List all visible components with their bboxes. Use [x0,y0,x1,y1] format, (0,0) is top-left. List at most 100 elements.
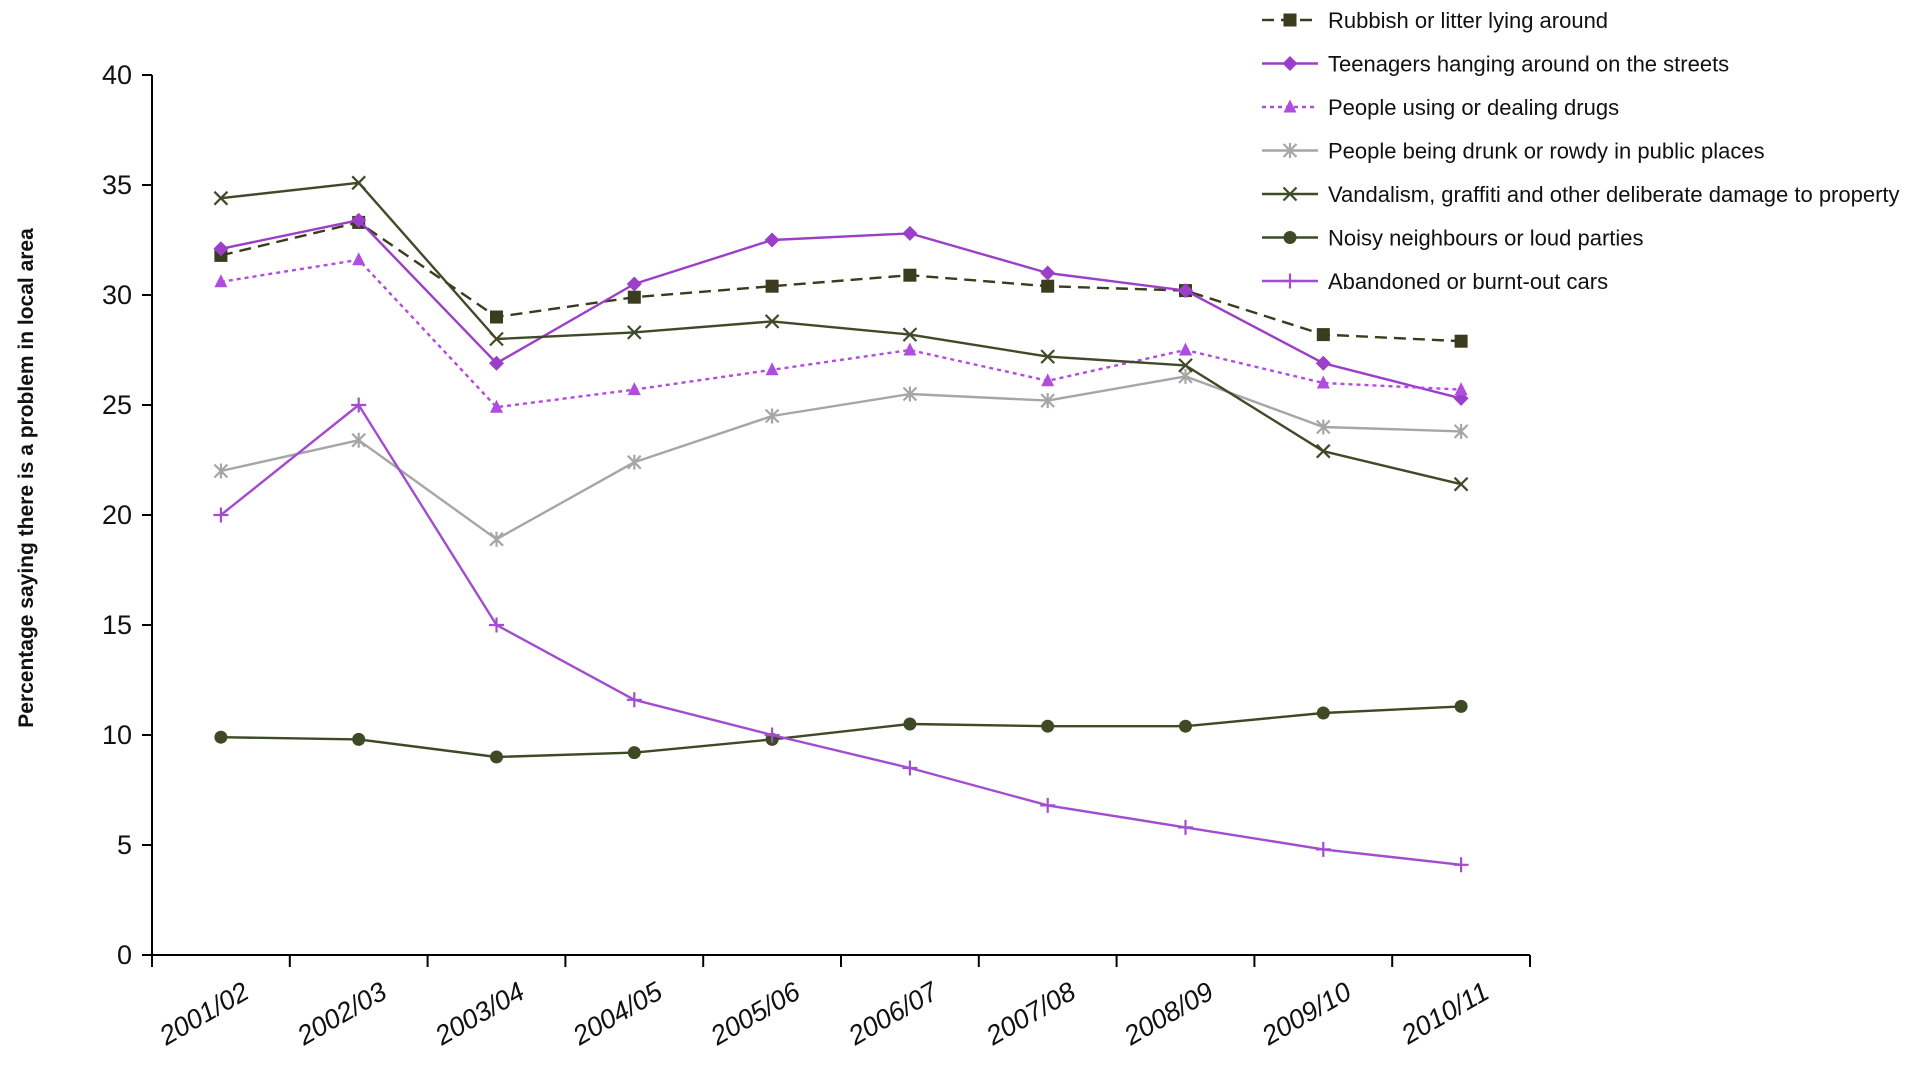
series-line [220,181,1462,486]
data-point [1179,342,1192,356]
data-point [1453,857,1469,873]
legend-marker [1282,143,1298,158]
data-point [1316,443,1331,459]
legend-label: Abandoned or burnt-out cars [1328,269,1608,294]
data-point [626,276,642,292]
data-point [765,362,779,376]
data-point [352,252,366,266]
data-point [1040,349,1055,364]
legend-entry: Teenagers hanging around on the streets [1262,52,1729,77]
data-point [489,355,504,371]
legend-label: People using or dealing drugs [1328,95,1619,120]
legend: Rubbish or litter lying around Teenagers … [1262,8,1900,294]
data-point [1041,719,1055,733]
data-point [213,241,229,257]
legend-entry: People being drunk or rowdy in public pl… [1262,139,1765,164]
legend-entry: People using or dealing drugs [1262,95,1619,120]
data-point [1316,375,1330,389]
x-tick-label: 2008/09 [1118,976,1218,1051]
data-point [1041,373,1055,387]
data-point [1454,334,1468,348]
y-tick-label: 5 [117,830,132,860]
data-point [214,730,228,744]
legend-entry: Rubbish or litter lying around [1262,8,1608,33]
legend-marker [1283,13,1297,27]
y-tick-label: 15 [102,610,132,640]
data-point [903,342,917,356]
x-tick-label: 2004/05 [567,976,668,1052]
data-point [627,746,641,760]
legend-entry: Vandalism, graffiti and other deliberate… [1262,182,1900,207]
data-point [1040,393,1055,409]
data-point [351,212,367,228]
data-point [351,432,366,448]
data-point [627,454,642,470]
data-point [489,331,504,347]
data-point [213,463,229,479]
data-point [902,327,918,342]
data-point [1454,382,1468,396]
y-tick-label: 30 [102,280,132,310]
data-point [902,386,918,402]
data-point [1178,819,1193,835]
legend-marker [1283,231,1297,244]
axes: 0 5 10 15 20 25 30 35 40 2001/02 2002/03 2003/04 200… [102,60,1531,1052]
data-point [1178,283,1193,299]
x-tick-label: 2010/11 [1395,976,1494,1050]
data-point [627,325,642,340]
series-3 [213,368,1469,547]
data-point [351,397,367,413]
y-tick-label: 0 [117,940,132,970]
data-point [903,717,917,731]
legend-marker [1282,186,1298,202]
data-point [764,232,780,248]
x-tick-label: 2009/10 [1256,976,1356,1051]
x-tick-label: 2003/04 [429,976,529,1051]
data-point [1178,358,1193,373]
legend-label: Noisy neighbours or loud parties [1328,226,1644,251]
data-point [489,617,504,633]
x-tick-label: 2002/03 [291,976,391,1051]
data-point [1453,476,1469,492]
data-point [764,408,780,424]
data-point [1316,419,1331,435]
series-line [220,375,1462,541]
data-point [902,225,918,241]
data-point [764,314,780,329]
data-point [626,692,642,708]
legend-entry: Abandoned or burnt-out cars [1262,269,1608,294]
series-2 [214,252,1468,413]
y-axis-label: Percentage saying there is a problem in … [15,228,38,728]
data-point [213,190,229,206]
data-point [1454,699,1468,713]
series-line [220,403,1462,866]
data-point [903,268,917,282]
data-point [1040,265,1056,281]
y-tick-label: 35 [102,170,132,200]
y-tick-label: 25 [102,390,132,420]
series-4 [213,175,1469,492]
data-point [1316,328,1330,342]
data-point [1041,279,1055,293]
data-point [489,531,504,547]
legend-marker [1283,99,1297,113]
data-point [1040,797,1056,813]
data-point [764,727,780,743]
legend-marker [1282,56,1298,71]
data-point [1453,423,1469,439]
data-point [352,732,366,746]
x-tick-label: 2006/07 [843,976,944,1052]
data-point [627,382,641,396]
series-line [220,705,1462,759]
series-group [213,175,1469,873]
x-tick-label: 2007/08 [980,976,1080,1051]
legend-label: Rubbish or litter lying around [1328,8,1608,33]
data-point [490,750,503,764]
legend-entry: Noisy neighbours or loud parties [1262,226,1644,251]
data-point [1315,355,1331,371]
series-6 [213,397,1469,873]
data-point [1179,719,1192,733]
data-point [214,274,228,288]
